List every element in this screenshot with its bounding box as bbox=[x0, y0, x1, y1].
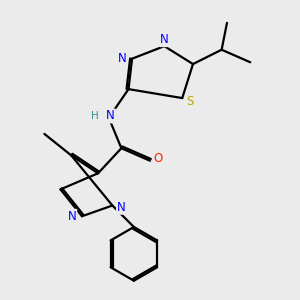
Text: N: N bbox=[106, 110, 115, 122]
Text: H: H bbox=[91, 111, 99, 121]
Text: N: N bbox=[117, 201, 126, 214]
Text: S: S bbox=[186, 95, 194, 108]
Text: N: N bbox=[118, 52, 126, 65]
Text: O: O bbox=[153, 152, 163, 166]
Text: N: N bbox=[160, 33, 169, 46]
Text: N: N bbox=[68, 210, 76, 223]
